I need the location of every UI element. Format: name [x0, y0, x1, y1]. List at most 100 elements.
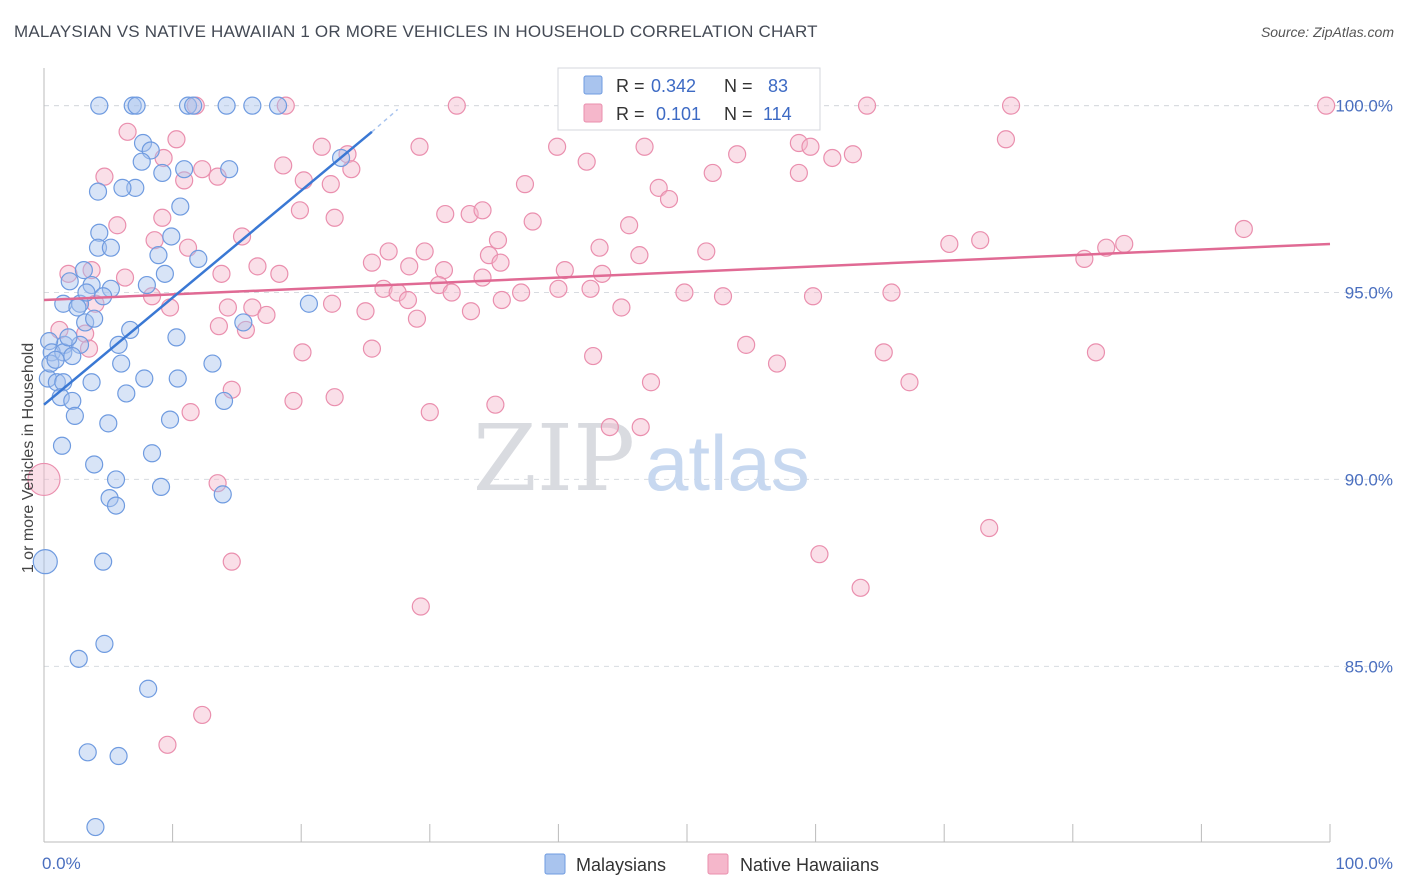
legend-r-label-1: R =	[616, 76, 645, 96]
bottom-legend-swatch-malaysians[interactable]	[544, 853, 566, 875]
malaysian-point	[113, 178, 132, 197]
native-hawaiian-point	[874, 343, 893, 362]
malaysian-point	[117, 384, 136, 403]
native-hawaiian-point	[257, 305, 276, 325]
native-hawaiian-point	[447, 96, 466, 115]
malaysian-point	[214, 391, 234, 411]
native-hawaiian-point	[274, 156, 293, 175]
malaysian-point	[121, 320, 140, 340]
native-hawaiian-point	[342, 160, 361, 179]
malaysian-point	[243, 96, 262, 115]
native-hawaiian-point	[843, 145, 862, 164]
native-hawaiian-point	[649, 178, 668, 197]
native-hawaiian-point	[362, 253, 382, 272]
malaysian-point	[63, 391, 82, 411]
malaysian-point	[127, 96, 146, 115]
native-hawaiian-point	[356, 302, 375, 321]
malaysian-point	[203, 354, 222, 373]
native-hawaiian-point	[1115, 234, 1134, 254]
native-hawaiian-point	[523, 212, 542, 231]
native-hawaiian-point	[620, 216, 639, 235]
bottom-legend-swatch-native-hawaiians[interactable]	[707, 853, 729, 875]
malaysian-point	[76, 313, 95, 332]
native-hawaiian-point	[491, 253, 510, 272]
malaysian-point	[59, 328, 78, 347]
native-hawaiian-point	[248, 257, 267, 276]
native-hawaiian-point	[325, 388, 344, 407]
malaysian-point	[171, 197, 190, 216]
native-hawaiian-point	[1075, 249, 1094, 268]
native-hawaiian-point	[160, 298, 180, 317]
native-hawaiian-point	[362, 339, 382, 358]
malaysian-point	[132, 152, 151, 171]
malaysian-point	[88, 182, 108, 201]
native-hawaiian-point	[789, 133, 808, 153]
bottom-legend-native-hawaiians[interactable]: Native Hawaiians	[740, 855, 879, 875]
malaysian-point	[184, 96, 203, 115]
native-hawaiian-point	[1097, 238, 1116, 257]
malaysian-point	[63, 346, 82, 366]
native-hawaiian-point	[158, 735, 177, 754]
y-tick-label: 85.0%	[1345, 657, 1393, 676]
native-hawaiian-point	[971, 231, 990, 250]
native-hawaiian-point	[420, 403, 439, 422]
native-hawaiian-point	[631, 417, 650, 437]
native-hawaiian-point	[415, 242, 434, 261]
native-hawaiian-point	[208, 474, 227, 493]
malaysian-point	[137, 275, 156, 295]
malaysian-point	[46, 350, 65, 369]
malaysian-point	[85, 309, 104, 328]
native-hawaiian-point	[940, 234, 959, 254]
native-hawaiian-point	[803, 287, 823, 306]
native-hawaiian-point	[1317, 96, 1336, 115]
malaysian-point	[65, 406, 84, 425]
malaysian-point	[32, 549, 58, 575]
native-hawaiian-point	[436, 204, 455, 224]
malaysian-point	[100, 489, 119, 508]
native-hawaiian-point	[801, 137, 820, 156]
malaysian-point	[151, 477, 171, 497]
native-hawaiian-point	[823, 148, 842, 168]
source-label: Source: ZipAtlas.com	[1260, 24, 1394, 40]
malaysian-point	[90, 223, 109, 242]
native-hawaiian-point	[515, 175, 535, 194]
x-tick-label-max: 100.0%	[1335, 854, 1393, 873]
native-hawaiian-point	[321, 175, 340, 194]
native-hawaiian-point	[293, 343, 312, 362]
native-hawaiian-point	[635, 137, 654, 156]
native-hawaiian-point	[325, 208, 344, 227]
bottom-legend-malaysians[interactable]: Malaysians	[576, 855, 666, 875]
native-hawaiian-point	[488, 231, 508, 250]
malaysian-point	[90, 96, 109, 115]
x-tick-label-min: 0.0%	[42, 854, 81, 873]
native-hawaiian-point	[115, 268, 135, 287]
native-hawaiian-point	[232, 227, 252, 246]
native-hawaiian-point	[59, 264, 78, 283]
legend-n-value-1: 83	[768, 76, 788, 96]
native-hawaiian-point	[270, 264, 289, 283]
native-hawaiian-point	[236, 320, 256, 340]
native-hawaiian-point	[379, 242, 398, 261]
native-hawaiian-point	[630, 246, 649, 265]
malaysian-point	[135, 369, 154, 388]
native-hawaiian-point	[612, 298, 631, 317]
native-hawaiian-point	[193, 160, 212, 179]
trend-lines	[43, 108, 1331, 406]
native-hawaiian-point	[322, 294, 342, 313]
native-hawaiian-point	[407, 309, 427, 328]
watermark: ZIP atlas	[473, 405, 810, 512]
native-hawaiian-point	[400, 257, 419, 276]
legend-r-value-2: 0.101	[656, 104, 701, 124]
native-hawaiian-point	[1086, 343, 1106, 362]
native-hawaiian-point	[222, 552, 241, 571]
native-hawaiian-point	[857, 96, 877, 115]
malaysian-point	[268, 96, 288, 115]
native-hawaiian-point	[996, 130, 1016, 149]
malaysian-point	[153, 163, 172, 183]
malaysian-point	[149, 246, 168, 265]
malaysian-point	[155, 264, 174, 283]
native-hawaiian-point	[218, 298, 237, 317]
native-hawaiian-point	[659, 189, 679, 209]
malaysian-point	[139, 679, 158, 698]
malaysian-point	[234, 313, 253, 332]
